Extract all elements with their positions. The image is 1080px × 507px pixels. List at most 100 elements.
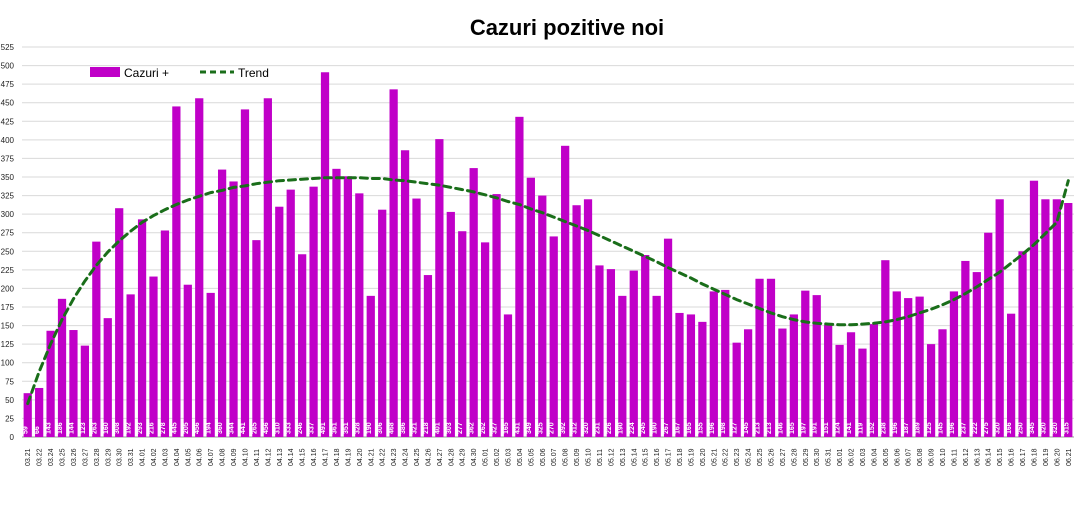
bar [561,145,570,438]
bar [698,321,707,437]
data-label: 196 [892,422,899,434]
x-axis-ticks: 03.21 03.22 03.24 03.25 03.26 03.27 03.28 03.29… [25,448,1073,466]
data-label: 333 [286,422,293,434]
x-tick-label: 03.29 [105,448,112,466]
data-label: 345 [1029,422,1036,434]
x-tick-label: 06.16 [1009,448,1016,466]
bar [252,240,261,437]
x-tick-label: 05.16 [654,448,661,466]
data-label: 59 [23,426,30,434]
data-label: 155 [697,422,704,434]
bar [732,342,741,437]
bar [503,314,513,437]
bar [641,255,650,437]
x-tick-label: 04.03 [162,448,169,466]
data-label: 205 [183,422,190,434]
y-tick-label: 500 [1,62,15,71]
x-tick-label: 05.07 [551,448,558,466]
bar [263,98,272,437]
data-label: 293 [137,422,144,434]
bar [46,330,55,437]
x-tick-label: 05.27 [780,448,787,466]
data-label: 146 [777,422,784,434]
bar [789,314,798,437]
y-tick-label: 100 [1,359,15,368]
data-label: 361 [331,422,338,434]
bar [778,328,787,437]
data-label: 401 [434,422,441,434]
y-tick-label: 375 [1,154,15,163]
data-label: 189 [915,422,922,434]
x-tick-label: 05.30 [814,448,821,466]
bar [183,284,192,437]
bar [343,176,353,437]
x-tick-label: 04.28 [448,448,455,466]
bar [492,194,501,437]
data-label: 312 [572,422,579,434]
x-tick-label: 06.15 [997,448,1004,466]
bar [80,345,90,437]
data-label: 441 [240,422,247,434]
data-label: 320 [995,422,1002,434]
x-tick-label: 06.11 [951,449,958,466]
x-tick-label: 05.23 [734,448,741,466]
y-tick-label: 0 [10,433,15,442]
y-tick-label: 250 [1,247,15,256]
data-label: 245 [640,422,647,434]
bar [938,329,947,437]
bar [435,139,444,437]
data-label: 196 [709,422,716,434]
x-tick-label: 04.20 [357,448,364,466]
x-tick-label: 04.21 [368,448,375,466]
data-label: 127 [732,422,739,434]
trend-line [26,176,1070,406]
y-tick-label: 525 [1,43,15,52]
bar [23,393,32,437]
data-label: 275 [983,422,990,434]
bar [160,230,170,437]
bar [69,330,78,437]
data-label: 216 [149,422,156,434]
bar [949,291,959,437]
bar [984,232,993,437]
y-tick-label: 450 [1,99,15,108]
x-tick-label: 06.10 [940,448,947,466]
bar [355,193,364,437]
y-tick-label: 275 [1,229,15,238]
data-label: 238 [880,422,887,434]
x-tick-label: 03.25 [60,448,67,466]
x-tick-label: 04.29 [460,448,467,466]
data-label: 351 [343,422,350,434]
data-label: 125 [926,422,933,434]
x-tick-label: 06.06 [894,448,901,466]
y-tick-label: 25 [5,414,14,423]
data-label: 123 [80,422,87,434]
data-label: 320 [583,422,590,434]
y-tick-label: 425 [1,117,15,126]
x-tick-label: 04.01 [140,448,147,466]
data-label: 277 [457,422,464,434]
x-tick-label: 04.17 [323,448,330,466]
data-label: 190 [366,422,373,434]
data-label: 191 [812,422,819,434]
bar [469,168,478,438]
bar [1018,251,1027,437]
data-label: 165 [789,422,796,434]
x-tick-label: 04.12 [265,448,272,466]
x-tick-label: 04.04 [174,448,181,466]
bar [137,219,147,437]
data-label: 141 [846,422,853,434]
bar [298,254,307,437]
bar [149,276,158,437]
data-label: 124 [835,422,842,434]
x-tick-label: 04.06 [197,448,204,466]
x-tick-label: 06.01 [837,448,844,466]
legend-label-bars: Cazuri + [124,66,169,80]
x-tick-label: 04.22 [380,448,387,466]
data-label: 224 [629,422,636,434]
bar [926,344,936,437]
y-tick-label: 400 [1,136,15,145]
y-tick-label: 475 [1,80,15,89]
y-tick-label: 350 [1,173,15,182]
